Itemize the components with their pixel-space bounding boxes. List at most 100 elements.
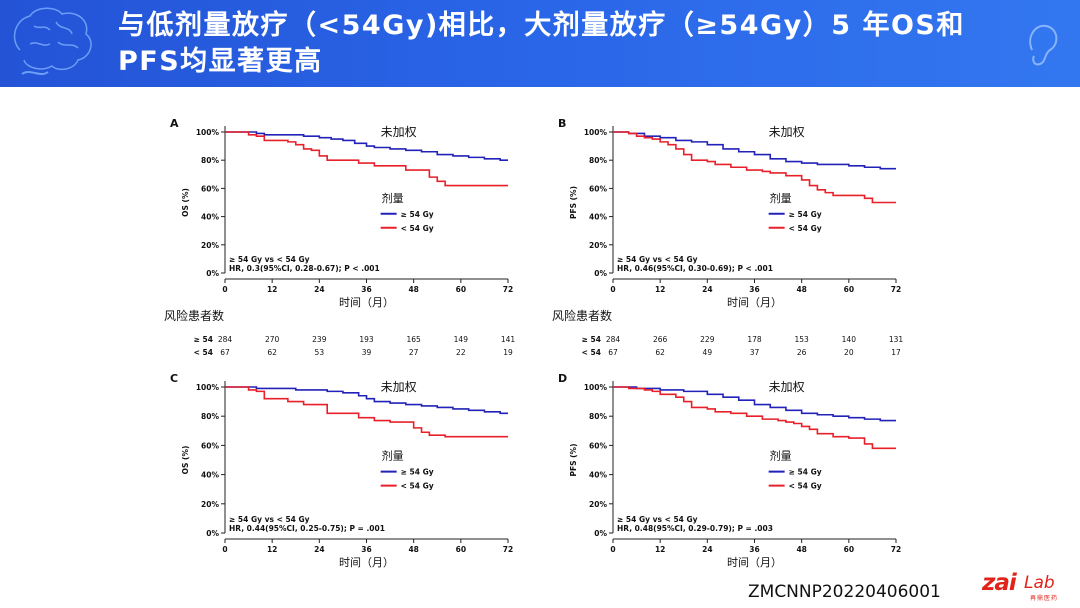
logo-sub-text: 再鼎医药 bbox=[1030, 595, 1059, 602]
y-tick-label: 40% bbox=[201, 213, 219, 222]
km-curve-low-dose bbox=[613, 386, 896, 450]
risk-row-label: < 54 bbox=[582, 348, 601, 357]
logo-main-text: zai bbox=[982, 570, 1017, 596]
x-tick-label: 48 bbox=[408, 545, 418, 554]
y-axis-label: OS (%) bbox=[181, 188, 190, 217]
risk-cell: 53 bbox=[315, 348, 325, 357]
risk-cell: 178 bbox=[747, 335, 762, 344]
risk-table-b: 风险患者数 ≥ 54 284 266 229 178 153 140 131 < 54 67 62 49… bbox=[548, 305, 928, 365]
x-tick-label: 72 bbox=[503, 545, 513, 554]
y-tick-label: 0% bbox=[594, 269, 607, 278]
hr-annotation-line-1: ≥ 54 Gy vs < 54 Gy bbox=[229, 255, 310, 264]
y-tick-label: 100% bbox=[584, 128, 608, 137]
risk-cell: 141 bbox=[501, 335, 516, 344]
x-tick-label: 36 bbox=[361, 545, 371, 554]
x-tick-label: 0 bbox=[222, 285, 227, 294]
y-tick-label: 60% bbox=[201, 184, 219, 193]
x-tick-label: 60 bbox=[456, 545, 466, 554]
x-tick-label: 0 bbox=[610, 285, 615, 294]
hr-annotation-line-2: HR, 0.48(95%CI, 0.29-0.79); P = .003 bbox=[617, 524, 773, 533]
risk-cell: 239 bbox=[312, 335, 327, 344]
y-tick-label: 20% bbox=[589, 500, 607, 509]
risk-table-title: 风险患者数 bbox=[552, 308, 612, 323]
legend-title: 剂量 bbox=[382, 449, 404, 463]
x-tick-label: 12 bbox=[655, 285, 665, 294]
risk-cell: 165 bbox=[407, 335, 422, 344]
km-chart-b: B 未加权 0% 20% 40% 60% 80% 100% 0 12 24 36 48 60 72 时间（月）… bbox=[548, 110, 928, 320]
risk-cell: 39 bbox=[362, 348, 372, 357]
km-curve-low-dose bbox=[225, 386, 508, 438]
weighting-label: 未加权 bbox=[381, 380, 417, 394]
y-tick-label: 60% bbox=[589, 184, 607, 193]
zai-lab-logo: zai Lab 再鼎医药 bbox=[982, 570, 1072, 604]
legend-entry: < 54 Gy bbox=[401, 482, 434, 491]
y-tick-label: 20% bbox=[201, 500, 219, 509]
km-chart-d: D 未加权 0% 20% 40% 60% 80% 100% 0 12 24 36 48 60 72 时间（月）… bbox=[548, 365, 928, 580]
chart-svg: D 未加权 0% 20% 40% 60% 80% 100% 0 12 24 36 48 60 72 时间（月）… bbox=[558, 372, 901, 569]
risk-row-label: < 54 bbox=[194, 348, 213, 357]
x-tick-label: 60 bbox=[844, 285, 854, 294]
panel-label: D bbox=[558, 372, 567, 385]
y-axis-label: OS (%) bbox=[181, 446, 190, 475]
x-tick-label: 12 bbox=[267, 285, 277, 294]
title-line-1: 与低剂量放疗（<54Gy)相比，大剂量放疗（≥54Gy）5 年OS和 bbox=[118, 10, 965, 41]
x-tick-label: 12 bbox=[267, 545, 277, 554]
risk-cell: 62 bbox=[655, 348, 665, 357]
y-tick-label: 80% bbox=[589, 412, 607, 421]
weighting-label: 未加权 bbox=[381, 125, 417, 139]
document-code: ZMCNNP20220406001 bbox=[748, 582, 941, 602]
hr-annotation-line-1: ≥ 54 Gy vs < 54 Gy bbox=[617, 255, 698, 264]
x-tick-label: 72 bbox=[891, 285, 901, 294]
x-tick-label: 36 bbox=[749, 285, 759, 294]
risk-cell: 62 bbox=[267, 348, 277, 357]
risk-cell: 229 bbox=[700, 335, 715, 344]
x-tick-label: 60 bbox=[456, 285, 466, 294]
chart-svg: A 未加权 0% 20% 40% 60% 80% 100% 0 12 24 36 48 60 72 时间（月）… bbox=[170, 117, 513, 309]
x-tick-label: 36 bbox=[749, 545, 759, 554]
x-tick-label: 48 bbox=[796, 545, 806, 554]
x-axis-label: 时间（月） bbox=[727, 556, 782, 569]
panel-label: A bbox=[170, 117, 179, 130]
risk-table-title: 风险患者数 bbox=[164, 308, 224, 323]
risk-cell: 27 bbox=[409, 348, 419, 357]
legend-entry: < 54 Gy bbox=[401, 224, 434, 233]
legend-entry: ≥ 54 Gy bbox=[401, 468, 434, 477]
risk-cell: 131 bbox=[889, 335, 904, 344]
y-tick-label: 100% bbox=[196, 383, 220, 392]
risk-cell: 67 bbox=[220, 348, 230, 357]
weighting-label: 未加权 bbox=[769, 125, 805, 139]
y-tick-label: 100% bbox=[196, 128, 220, 137]
x-tick-label: 24 bbox=[314, 285, 324, 294]
x-tick-label: 72 bbox=[503, 285, 513, 294]
km-curve-low-dose bbox=[225, 131, 508, 187]
hr-annotation-line-2: HR, 0.44(95%CI, 0.25-0.75); P = .001 bbox=[229, 524, 385, 533]
km-curve-low-dose bbox=[613, 131, 896, 204]
y-tick-label: 0% bbox=[594, 529, 607, 538]
risk-cell: 67 bbox=[608, 348, 618, 357]
x-axis-label: 时间（月） bbox=[339, 296, 394, 309]
y-tick-label: 80% bbox=[589, 156, 607, 165]
y-tick-label: 60% bbox=[589, 441, 607, 450]
km-chart-a: A 未加权 0% 20% 40% 60% 80% 100% 0 12 24 36 48 60 72 时间（月）… bbox=[160, 110, 540, 320]
y-tick-label: 40% bbox=[201, 471, 219, 480]
hr-annotation-line-2: HR, 0.3(95%CI, 0.28-0.67); P < .001 bbox=[229, 264, 380, 273]
risk-cell: 140 bbox=[842, 335, 857, 344]
x-tick-label: 0 bbox=[610, 545, 615, 554]
x-tick-label: 24 bbox=[702, 285, 712, 294]
risk-row-label: ≥ 54 bbox=[194, 335, 213, 344]
risk-cell: 153 bbox=[795, 335, 810, 344]
legend-title: 剂量 bbox=[382, 191, 404, 205]
risk-cell: 284 bbox=[218, 335, 233, 344]
hr-annotation-line-2: HR, 0.46(95%CI, 0.30-0.69); P < .001 bbox=[617, 264, 773, 273]
y-tick-label: 20% bbox=[589, 241, 607, 250]
panel-label: C bbox=[170, 372, 178, 385]
x-tick-label: 72 bbox=[891, 545, 901, 554]
risk-svg: 风险患者数 ≥ 54 284 266 229 178 153 140 131 < 54 67 62 49… bbox=[552, 308, 904, 357]
y-tick-label: 100% bbox=[584, 383, 608, 392]
y-tick-label: 40% bbox=[589, 471, 607, 480]
y-tick-label: 0% bbox=[206, 529, 219, 538]
risk-cell: 26 bbox=[797, 348, 807, 357]
legend-entry: ≥ 54 Gy bbox=[789, 468, 822, 477]
slide-title: 与低剂量放疗（<54Gy)相比，大剂量放疗（≥54Gy）5 年OS和 PFS均显… bbox=[118, 8, 1048, 80]
risk-cell: 19 bbox=[503, 348, 513, 357]
